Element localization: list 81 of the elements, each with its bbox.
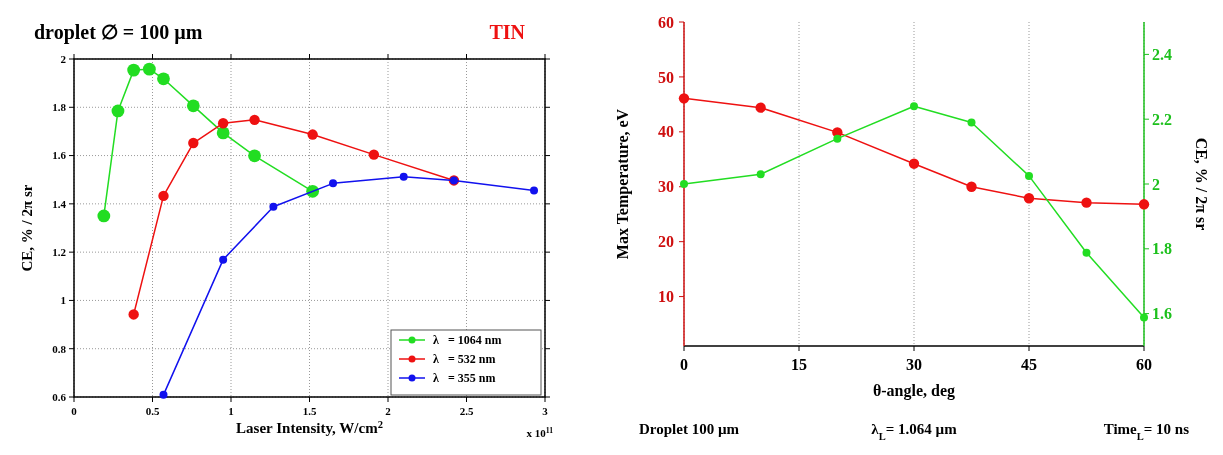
text: λ$_{L}$= 1.064 µm — [871, 421, 958, 442]
x-axis-title: θ-angle, deg — [872, 382, 956, 400]
x-tick-label: 0.5 — [145, 405, 160, 417]
x-tick-label: 60 — [1136, 356, 1152, 373]
legend-label: λ = 355 nm — [433, 371, 496, 385]
y-tick-label: 60 — [658, 13, 674, 31]
chart-title: droplet ∅ = 100 µm — [34, 21, 203, 44]
point — [680, 180, 688, 188]
y2-tick-label: 1.6 — [1152, 305, 1172, 323]
point — [128, 309, 139, 320]
point — [216, 126, 230, 140]
y-tick-label: 30 — [658, 178, 674, 196]
x-axis-title: Laser Intensity, W/cm$^{2}$ — [236, 418, 383, 436]
y-tick-label: 40 — [658, 123, 674, 141]
x-tick-label: 0 — [680, 356, 688, 373]
point — [1140, 313, 1148, 322]
point — [1023, 193, 1035, 204]
y2-tick-label: 1.8 — [1152, 240, 1172, 258]
x-tick-label: 2.5 — [459, 405, 474, 417]
y2-tick-label: 2.4 — [1152, 46, 1172, 63]
point — [97, 209, 111, 223]
y-tick-label: 20 — [658, 233, 674, 251]
y-tick-label: 2 — [60, 52, 67, 65]
x-tick-label: 45 — [1021, 356, 1037, 373]
legend-label: λ = 1064 nm — [433, 333, 502, 347]
legend-label: λ = 532 nm — [433, 352, 496, 366]
y-tick-label: 1.4 — [52, 197, 67, 210]
point — [755, 102, 766, 113]
point — [368, 149, 380, 160]
y-tick-label: 50 — [658, 68, 674, 86]
y-axis-title: Max Temperature, eV — [614, 108, 632, 260]
point — [217, 118, 229, 129]
point — [157, 72, 170, 86]
x-tick-label: 2 — [385, 405, 392, 417]
y-tick-label: 1 — [60, 294, 66, 307]
y-tick-label: 10 — [658, 288, 674, 306]
y2-tick-label: 2.2 — [1152, 110, 1172, 128]
point — [530, 186, 539, 195]
point — [159, 390, 168, 399]
x-tick-label: 1 — [228, 405, 234, 417]
point — [186, 99, 200, 113]
point — [967, 118, 976, 127]
y2-axis-title: CE, % / 2π sr — [1193, 137, 1210, 231]
x-tick-label: 30 — [906, 356, 922, 373]
point — [219, 255, 228, 264]
y-tick-label: 0.8 — [52, 342, 67, 355]
point — [269, 202, 278, 211]
point — [188, 137, 199, 149]
point — [329, 179, 338, 188]
y2-tick-label: 2 — [1152, 175, 1160, 193]
text: TIN — [489, 21, 526, 43]
x-tick-label: 1.5 — [302, 405, 317, 417]
y-tick-label: 1.2 — [52, 245, 67, 258]
point — [966, 181, 977, 192]
point — [158, 190, 169, 202]
x-tick-label: 15 — [791, 356, 807, 373]
x-tick-label: 3 — [542, 405, 549, 417]
y-axis-title: CE, % / 2π sr — [19, 184, 35, 272]
point — [910, 102, 918, 111]
x-tick-label: 0 — [71, 405, 78, 417]
text: Droplet 100 µm — [639, 421, 740, 437]
y-tick-label: 1.6 — [52, 149, 67, 162]
point — [833, 134, 842, 143]
text: Time$_{L}$= 10 ns — [1103, 421, 1190, 442]
point — [1025, 171, 1033, 180]
point — [908, 158, 920, 169]
point — [111, 104, 125, 118]
text: x 10$^{11}$ — [526, 425, 554, 439]
point — [142, 62, 156, 76]
y-tick-label: 0.6 — [52, 390, 67, 403]
point — [399, 172, 408, 181]
point — [1138, 199, 1150, 210]
point — [248, 149, 261, 163]
y-tick-label: 1.8 — [52, 101, 67, 114]
point — [249, 114, 260, 126]
point — [756, 170, 765, 179]
point — [678, 93, 690, 104]
point — [127, 63, 141, 77]
point — [307, 129, 318, 140]
point — [1082, 248, 1091, 257]
point — [1081, 197, 1092, 208]
